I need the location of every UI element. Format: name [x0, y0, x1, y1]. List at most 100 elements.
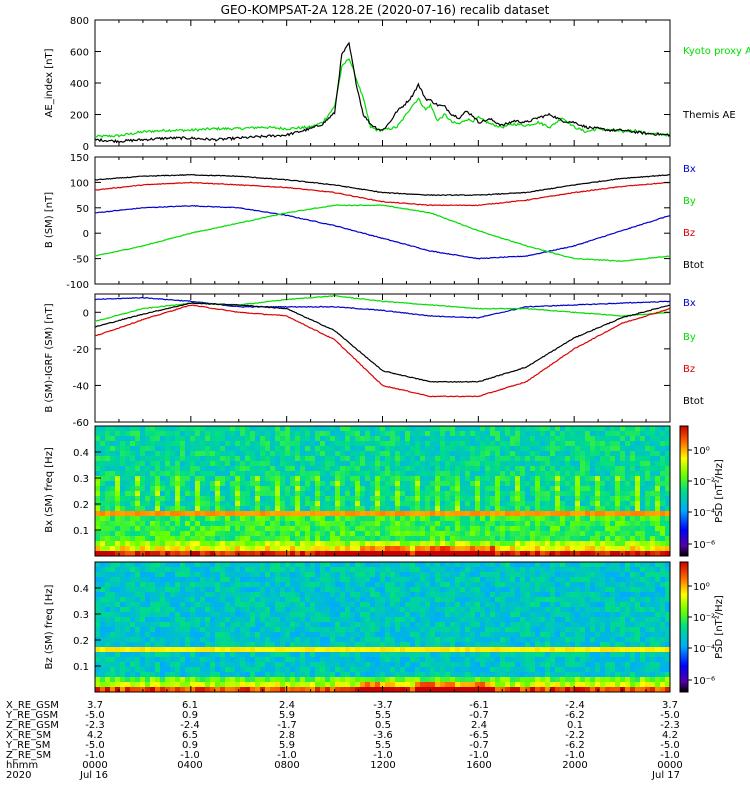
- spectrogram-cell: [110, 511, 115, 516]
- spectrogram-cell: [165, 441, 170, 446]
- legend-btot: Btot: [683, 260, 704, 271]
- spectrogram-cell: [355, 466, 360, 471]
- spectrogram-cell: [245, 466, 250, 471]
- spectrogram-cell: [225, 461, 230, 466]
- spectrogram-cell: [265, 662, 270, 667]
- spectrogram-cell: [170, 426, 175, 431]
- spectrogram-cell: [230, 682, 235, 687]
- spectrogram-cell: [210, 481, 215, 486]
- spectrogram-cell: [435, 501, 440, 506]
- spectrogram-cell: [220, 506, 225, 511]
- spectrogram-cell: [135, 511, 140, 516]
- spectrogram-cell: [465, 506, 470, 511]
- spectrogram-cell: [255, 632, 260, 637]
- spectrogram-cell: [290, 466, 295, 471]
- panel-frame: [95, 157, 670, 284]
- spectrogram-cell: [420, 471, 425, 476]
- spectrogram-cell: [95, 481, 100, 486]
- spectrogram-cell: [455, 446, 460, 451]
- spectrogram-cell: [320, 562, 325, 567]
- spectrogram-cell: [525, 451, 530, 456]
- spectrogram-cell: [130, 486, 135, 491]
- spectrogram-cell: [395, 672, 400, 677]
- spectrogram-cell: [460, 491, 465, 496]
- spectrogram-cell: [410, 446, 415, 451]
- spectrogram-cell: [195, 521, 200, 526]
- spectrogram-cell: [580, 506, 585, 511]
- spectrogram-cell: [585, 521, 590, 526]
- spectrogram-cell: [345, 446, 350, 451]
- spectrogram-cell: [625, 501, 630, 506]
- spectrogram-cell: [540, 496, 545, 501]
- spectrogram-cell: [140, 597, 145, 602]
- spectrogram-cell: [385, 637, 390, 642]
- spectrogram-cell: [555, 481, 560, 486]
- spectrogram-cell: [165, 461, 170, 466]
- spectrogram-cell: [190, 466, 195, 471]
- spectrogram-cell: [490, 506, 495, 511]
- spectrogram-cell: [260, 516, 265, 521]
- spectrogram-cell: [355, 446, 360, 451]
- spectrogram-cell: [395, 501, 400, 506]
- spectrogram-cell: [160, 652, 165, 657]
- spectrogram-cell: [595, 501, 600, 506]
- spectrogram-cell: [220, 562, 225, 567]
- spectrogram-cell: [200, 582, 205, 587]
- spectrogram-cell: [520, 516, 525, 521]
- spectrogram-cell: [410, 521, 415, 526]
- spectrogram-cell: [105, 682, 110, 687]
- spectrogram-cell: [385, 441, 390, 446]
- spectrogram-cell: [575, 431, 580, 436]
- spectrogram-cell: [415, 506, 420, 511]
- spectrogram-cell: [270, 511, 275, 516]
- spectrogram-cell: [550, 481, 555, 486]
- spectrogram-cell: [200, 451, 205, 456]
- spectrogram-cell: [550, 506, 555, 511]
- spectrogram-cell: [200, 592, 205, 597]
- spectrogram-cell: [215, 446, 220, 451]
- spectrogram-cell: [625, 511, 630, 516]
- spectrogram-cell: [630, 531, 635, 536]
- spectrogram-cell: [95, 592, 100, 597]
- spectrogram-cell: [200, 466, 205, 471]
- spectrogram-cell: [230, 562, 235, 567]
- spectrogram-cell: [255, 662, 260, 667]
- spectrogram-cell: [250, 516, 255, 521]
- spectrogram-cell: [280, 516, 285, 521]
- spectrogram-cell: [400, 521, 405, 526]
- spectrogram-cell: [410, 652, 415, 657]
- spectrogram-cell: [360, 647, 365, 652]
- spectrogram-cell: [150, 546, 155, 551]
- spectrogram-cell: [625, 476, 630, 481]
- spectrogram-cell: [255, 511, 260, 516]
- spectrogram-cell: [155, 541, 160, 546]
- spectrogram-cell: [110, 677, 115, 682]
- spectrogram-cell: [450, 521, 455, 526]
- spectrogram-cell: [215, 647, 220, 652]
- spectrogram-cell: [365, 587, 370, 592]
- spectrogram-cell: [290, 446, 295, 451]
- ytick-label: 200: [70, 111, 89, 122]
- spectrogram-cell: [355, 567, 360, 572]
- spectrogram-cell: [135, 582, 140, 587]
- spectrogram-cell: [565, 446, 570, 451]
- spectrogram-cell: [520, 461, 525, 466]
- spectrogram-cell: [370, 647, 375, 652]
- spectrogram-cell: [485, 501, 490, 506]
- spectrogram-cell: [320, 451, 325, 456]
- spectrogram-cell: [480, 506, 485, 511]
- spectrogram-cell: [370, 607, 375, 612]
- spectrogram-cell: [310, 652, 315, 657]
- spectrogram-cell: [95, 431, 100, 436]
- spectrogram-cell: [585, 441, 590, 446]
- spectrogram-cell: [330, 672, 335, 677]
- spectrogram-cell: [230, 617, 235, 622]
- spectrogram-cell: [470, 431, 475, 436]
- spectrogram-cell: [635, 506, 640, 511]
- spectrogram-cell: [375, 531, 380, 536]
- spectrogram-cell: [305, 491, 310, 496]
- spectrogram-cell: [230, 587, 235, 592]
- spectrogram-cell: [250, 481, 255, 486]
- spectrogram-cell: [230, 622, 235, 627]
- spectrogram-cell: [225, 652, 230, 657]
